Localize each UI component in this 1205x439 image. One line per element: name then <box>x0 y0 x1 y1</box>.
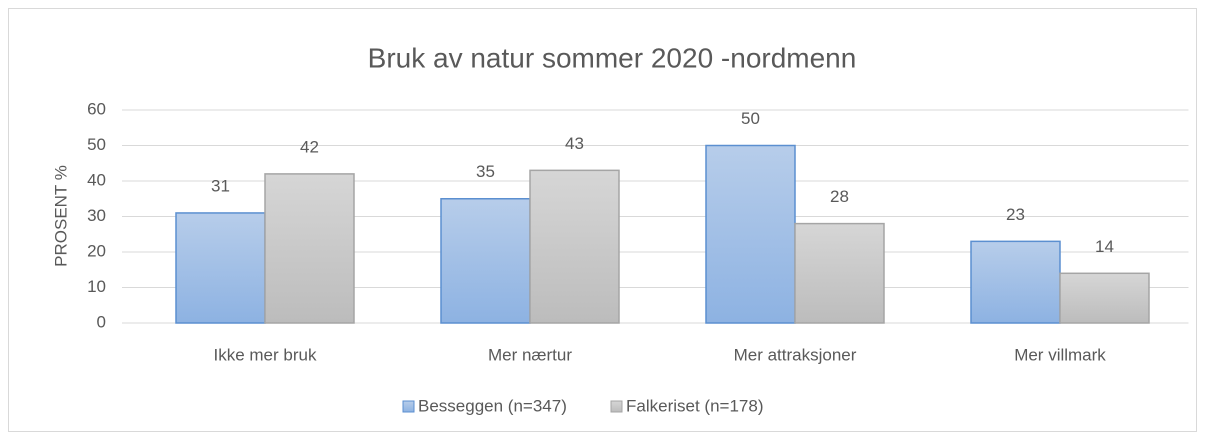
legend-label: Falkeriset (n=178) <box>626 396 763 415</box>
data-label: 31 <box>211 176 230 195</box>
y-tick-label: 10 <box>87 277 106 296</box>
data-label: 23 <box>1006 205 1025 224</box>
data-label: 43 <box>565 134 584 153</box>
bar <box>794 222 885 324</box>
data-label: 50 <box>741 109 760 128</box>
legend-label: Besseggen (n=347) <box>418 396 567 415</box>
y-tick-label: 20 <box>87 241 106 260</box>
y-tick-label: 30 <box>87 206 106 225</box>
y-tick-label: 40 <box>87 170 106 189</box>
bar <box>1059 272 1150 324</box>
y-tick-label: 0 <box>97 312 106 331</box>
y-tick-label: 50 <box>87 135 106 154</box>
x-tick-label: Mer villmark <box>1014 345 1106 364</box>
data-label: 14 <box>1095 237 1114 256</box>
bar <box>264 173 355 324</box>
legend-swatch <box>402 400 415 413</box>
bar <box>970 240 1061 324</box>
bar <box>529 169 620 324</box>
bar <box>705 144 796 324</box>
x-tick-label: Ikke mer bruk <box>214 345 317 364</box>
x-tick-label: Mer attraksjoner <box>734 345 857 364</box>
y-tick-label: 60 <box>87 99 106 118</box>
legend-swatch <box>610 400 623 413</box>
data-label: 35 <box>476 162 495 181</box>
data-label: 42 <box>300 137 319 156</box>
data-label: 28 <box>830 187 849 206</box>
chart-title: Bruk av natur sommer 2020 -nordmenn <box>368 42 857 73</box>
bar <box>440 198 531 324</box>
y-axis-label: PROSENT % <box>51 165 70 267</box>
bar <box>175 212 266 324</box>
x-tick-label: Mer nærtur <box>488 345 572 364</box>
